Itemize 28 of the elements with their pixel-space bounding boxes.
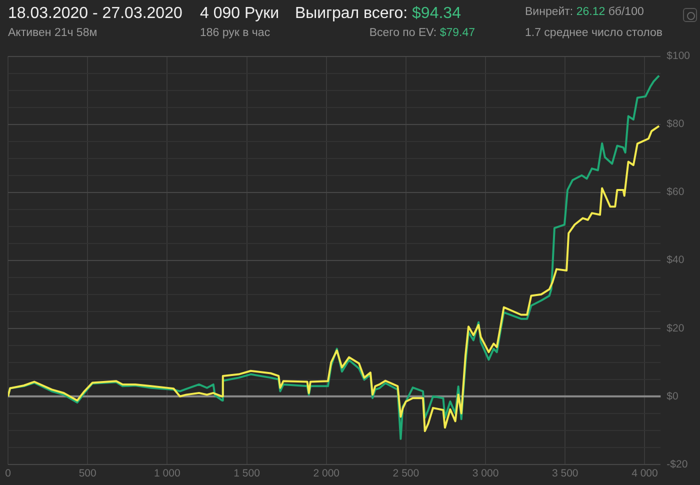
y-tick-label: $60 bbox=[666, 186, 684, 198]
x-tick-label: 3 500 bbox=[552, 468, 578, 480]
x-tick-label: 2 500 bbox=[392, 468, 420, 480]
y-tick-label: $20 bbox=[666, 322, 684, 334]
y-tick-label: -$20 bbox=[666, 458, 688, 470]
text: Всего по EV: bbox=[369, 27, 437, 39]
y-tick-label: $40 bbox=[666, 254, 684, 266]
chart-subtitle: Активен 21ч 58м bbox=[8, 27, 98, 39]
x-tick-label: 0 bbox=[5, 468, 12, 480]
x-tick-label: 4 000 bbox=[632, 468, 658, 480]
text: бб/100 bbox=[608, 6, 644, 18]
y-tick-label: $0 bbox=[666, 390, 678, 402]
text: 1.7 среднее число столов bbox=[525, 27, 662, 39]
text: 26.12 bbox=[576, 6, 606, 18]
text: 186 рук в час bbox=[200, 27, 270, 39]
text: $94.34 bbox=[412, 5, 461, 22]
text: Выиграл всего: bbox=[295, 5, 408, 22]
x-tick-label: 1 500 bbox=[234, 468, 260, 480]
x-tick-label: 1 000 bbox=[154, 468, 180, 480]
x-tick-label: 500 bbox=[78, 468, 97, 480]
y-tick-label: $100 bbox=[666, 50, 690, 62]
y-tick-label: $80 bbox=[666, 118, 684, 130]
text: 4 090 Руки bbox=[200, 5, 280, 22]
text: Винрейт: bbox=[525, 6, 574, 18]
chart-title: 18.03.2020 - 27.03.2020 bbox=[8, 5, 182, 23]
text: $79.47 bbox=[440, 27, 475, 39]
x-tick-label: 2 000 bbox=[313, 468, 340, 480]
x-tick-label: 3 000 bbox=[472, 468, 499, 480]
